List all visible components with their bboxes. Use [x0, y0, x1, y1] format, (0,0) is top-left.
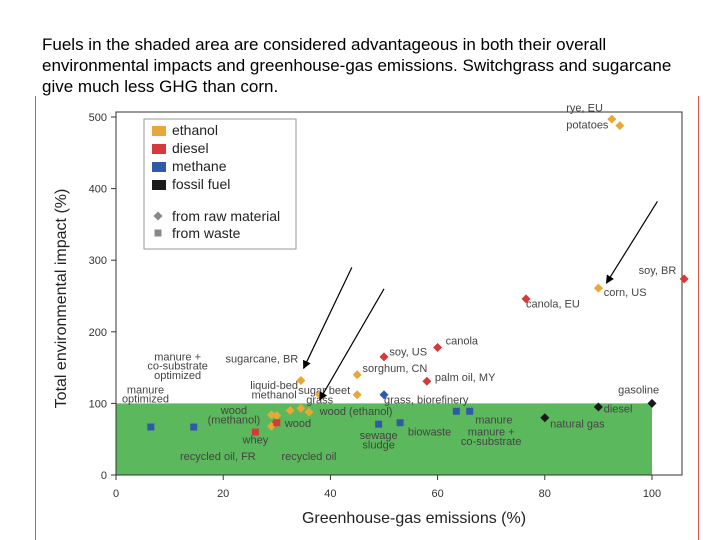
- point-annotation: gasoline: [618, 384, 659, 396]
- y-tick-label: 0: [101, 470, 107, 482]
- slide-caption: Fuels in the shaded area are considered …: [42, 35, 672, 96]
- data-point-square: [466, 407, 474, 415]
- point-annotation: optimized: [122, 394, 169, 406]
- point-annotation: grass, biorefinery: [384, 394, 469, 406]
- point-annotation: manure +: [154, 351, 201, 363]
- y-tick-label: 500: [89, 112, 107, 124]
- x-tick-label: 20: [217, 488, 229, 500]
- data-point-diamond: [593, 402, 603, 412]
- legend-entry-label: fossil fuel: [172, 176, 230, 192]
- point-annotation: recycled oil: [281, 451, 336, 463]
- data-point-diamond: [352, 390, 362, 400]
- annotation-arrow: [303, 267, 353, 370]
- point-annotation: canola: [446, 336, 479, 348]
- point-annotation: wood: [284, 418, 311, 430]
- legend-entry-label: methane: [172, 158, 227, 174]
- point-annotation: manure +: [468, 427, 515, 439]
- data-point-diamond: [296, 375, 306, 385]
- point-annotation: diesel: [604, 404, 633, 416]
- legend-swatch: [152, 144, 166, 154]
- y-tick-label: 100: [89, 398, 107, 410]
- shaded-advantage-region: [116, 403, 652, 475]
- legend-swatch: [152, 162, 166, 172]
- data-point-square: [396, 419, 404, 427]
- data-point-square: [452, 407, 460, 415]
- legend-box: [143, 118, 297, 250]
- data-point-diamond: [304, 407, 314, 417]
- point-annotation: sewage: [360, 430, 398, 442]
- point-annotation: soy, BR: [639, 265, 677, 277]
- legend-marker-label: from waste: [172, 225, 241, 241]
- x-tick-label: 80: [539, 488, 551, 500]
- point-annotation: methanol: [251, 389, 296, 401]
- point-annotation: wood (ethanol): [319, 406, 393, 418]
- data-point-diamond: [679, 274, 689, 284]
- data-point-diamond: [352, 370, 362, 380]
- data-point-diamond: [285, 406, 295, 416]
- point-annotation: whey: [242, 434, 269, 446]
- data-point-diamond: [593, 283, 603, 293]
- data-point-diamond: [540, 413, 550, 423]
- chart-frame: [35, 96, 699, 540]
- legend-marker-label: from raw material: [172, 208, 280, 224]
- y-tick-label: 400: [89, 184, 107, 196]
- point-annotation: manure: [127, 384, 164, 396]
- legend-square-marker: [154, 229, 162, 237]
- point-annotation: canola, EU: [526, 298, 580, 310]
- data-point-diamond: [433, 343, 443, 353]
- x-tick-label: 60: [431, 488, 443, 500]
- point-annotation: palm oil, MY: [435, 372, 496, 384]
- point-annotation: biowaste: [408, 427, 451, 439]
- point-annotation: sludge: [362, 440, 394, 452]
- data-point-diamond: [266, 410, 276, 420]
- point-annotation: rye, EU: [566, 102, 603, 114]
- data-point-diamond: [607, 114, 617, 124]
- point-annotation: sorghum, CN: [363, 363, 428, 375]
- data-point-diamond: [379, 390, 389, 400]
- data-point-square: [190, 423, 198, 431]
- legend-swatch: [152, 180, 166, 190]
- x-axis-label: Greenhouse-gas emissions (%): [302, 510, 526, 527]
- x-tick-label: 40: [324, 488, 336, 500]
- point-annotation: wood: [220, 405, 247, 417]
- point-annotation: sugarcane, BR: [225, 354, 298, 366]
- annotation-arrow: [319, 288, 385, 401]
- point-annotation: co-substrate: [147, 361, 208, 373]
- point-annotation: natural gas: [550, 419, 605, 431]
- data-point-diamond: [422, 376, 432, 386]
- y-tick-label: 200: [89, 327, 107, 339]
- point-annotation: (methanol): [208, 414, 261, 426]
- legend-swatch: [152, 126, 166, 136]
- data-point-diamond: [647, 398, 657, 408]
- x-tick-label: 0: [113, 488, 119, 500]
- point-annotation: potatoes: [566, 119, 609, 131]
- y-tick-label: 300: [89, 255, 107, 267]
- data-point-diamond: [521, 294, 531, 304]
- point-annotation: co-substrate: [461, 436, 522, 448]
- plot-frame: [115, 111, 683, 476]
- point-annotation: soy, US: [389, 346, 427, 358]
- data-point-diamond: [615, 121, 625, 131]
- x-tick-label: 100: [643, 488, 661, 500]
- point-annotation: corn, US: [604, 287, 647, 299]
- data-point-square: [251, 428, 259, 436]
- y-axis-label: Total environmental impact (%): [53, 189, 70, 409]
- data-point-diamond: [296, 403, 306, 413]
- data-point-square: [375, 420, 383, 428]
- data-point-diamond: [379, 352, 389, 362]
- legend-entry-label: diesel: [172, 140, 209, 156]
- point-annotation: liquid-bed: [250, 380, 298, 392]
- data-point-square: [147, 423, 155, 431]
- point-annotation: manure: [475, 414, 512, 426]
- annotation-arrow: [605, 201, 658, 284]
- legend-entry-label: ethanol: [172, 122, 218, 138]
- data-point-diamond: [272, 411, 282, 421]
- point-annotation: optimized: [154, 370, 201, 382]
- data-point-square: [273, 419, 281, 427]
- legend-diamond-marker: [153, 211, 163, 221]
- point-annotation: recycled oil, FR: [180, 451, 256, 463]
